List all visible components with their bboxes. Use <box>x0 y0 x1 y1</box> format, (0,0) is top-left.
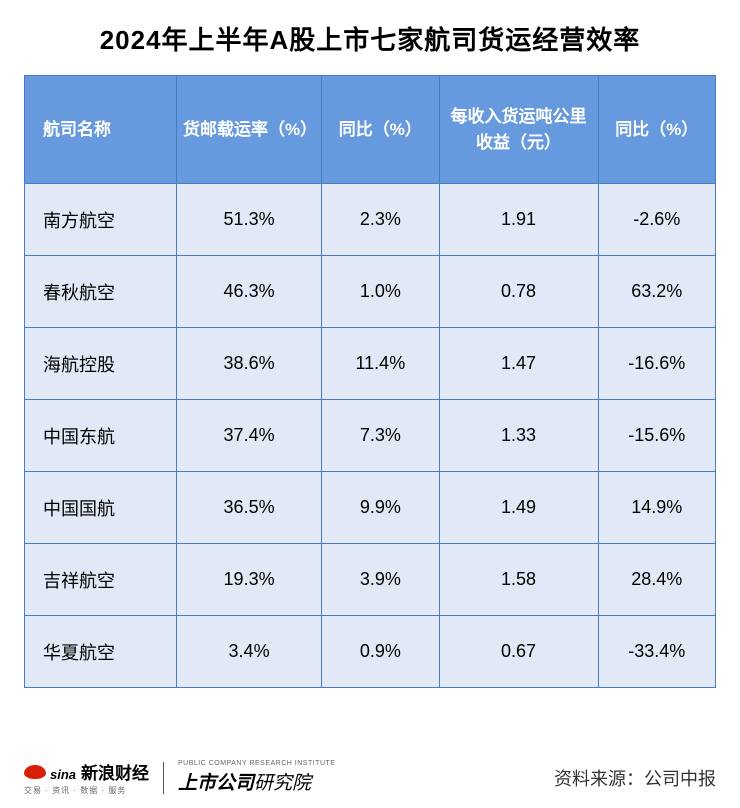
cell-rate: 51.3% <box>177 184 322 256</box>
col-header-yoy1: 同比（%） <box>322 76 439 184</box>
cell-yoy2: 14.9% <box>598 472 715 544</box>
institute-cn: 上市公司研究院 <box>178 768 335 795</box>
cell-yoy2: 63.2% <box>598 256 715 328</box>
cell-yoy1: 9.9% <box>322 472 439 544</box>
cell-yoy2: 28.4% <box>598 544 715 616</box>
cell-rate: 3.4% <box>177 616 322 688</box>
cell-rate: 36.5% <box>177 472 322 544</box>
cell-income: 1.49 <box>439 472 598 544</box>
cell-yoy1: 3.9% <box>322 544 439 616</box>
sina-tagline: 交易 · 资讯 · 数据 · 服务 <box>24 785 126 796</box>
cell-income: 0.78 <box>439 256 598 328</box>
cell-yoy1: 0.9% <box>322 616 439 688</box>
data-table: 航司名称 货邮载运率（%） 同比（%） 每收入货运吨公里收益（元） 同比（%） … <box>24 75 716 688</box>
table-row: 春秋航空46.3%1.0%0.7863.2% <box>25 256 716 328</box>
cell-yoy2: -16.6% <box>598 328 715 400</box>
table-row: 海航控股38.6%11.4%1.47-16.6% <box>25 328 716 400</box>
research-institute-logo: PUBLIC COMPANY RESEARCH INSTITUTE 上市公司研究… <box>178 760 335 795</box>
col-header-rate: 货邮载运率（%） <box>177 76 322 184</box>
institute-en: PUBLIC COMPANY RESEARCH INSTITUTE <box>178 760 335 767</box>
cell-name: 中国国航 <box>25 472 177 544</box>
cell-income: 1.91 <box>439 184 598 256</box>
cell-income: 1.47 <box>439 328 598 400</box>
cell-yoy2: -33.4% <box>598 616 715 688</box>
page-title: 2024年上半年A股上市七家航司货运经营效率 <box>24 20 716 57</box>
cell-income: 1.33 <box>439 400 598 472</box>
sina-text: sina <box>50 767 76 782</box>
table-row: 中国东航37.4%7.3%1.33-15.6% <box>25 400 716 472</box>
cell-yoy1: 2.3% <box>322 184 439 256</box>
cell-name: 中国东航 <box>25 400 177 472</box>
table-header-row: 航司名称 货邮载运率（%） 同比（%） 每收入货运吨公里收益（元） 同比（%） <box>25 76 716 184</box>
cell-name: 南方航空 <box>25 184 177 256</box>
sina-cn: 新浪财经 <box>81 759 149 784</box>
cell-rate: 19.3% <box>177 544 322 616</box>
cell-yoy1: 11.4% <box>322 328 439 400</box>
table-row: 中国国航36.5%9.9%1.4914.9% <box>25 472 716 544</box>
data-source: 资料来源：公司中报 <box>554 765 716 791</box>
cell-name: 春秋航空 <box>25 256 177 328</box>
logo-divider <box>163 762 164 794</box>
cell-name: 海航控股 <box>25 328 177 400</box>
col-header-yoy2: 同比（%） <box>598 76 715 184</box>
cell-income: 0.67 <box>439 616 598 688</box>
table-row: 吉祥航空19.3%3.9%1.5828.4% <box>25 544 716 616</box>
footer-logos: sina 新浪财经 交易 · 资讯 · 数据 · 服务 PUBLIC COMPA… <box>24 759 335 796</box>
cell-yoy2: -15.6% <box>598 400 715 472</box>
cell-yoy2: -2.6% <box>598 184 715 256</box>
col-header-name: 航司名称 <box>25 76 177 184</box>
cell-rate: 46.3% <box>177 256 322 328</box>
col-header-income: 每收入货运吨公里收益（元） <box>439 76 598 184</box>
cell-yoy1: 1.0% <box>322 256 439 328</box>
sina-finance-logo: sina 新浪财经 交易 · 资讯 · 数据 · 服务 <box>24 759 149 796</box>
cell-income: 1.58 <box>439 544 598 616</box>
cell-rate: 37.4% <box>177 400 322 472</box>
table-row: 南方航空51.3%2.3%1.91-2.6% <box>25 184 716 256</box>
cell-name: 吉祥航空 <box>25 544 177 616</box>
cell-yoy1: 7.3% <box>322 400 439 472</box>
cell-rate: 38.6% <box>177 328 322 400</box>
table-row: 华夏航空3.4%0.9%0.67-33.4% <box>25 616 716 688</box>
cell-name: 华夏航空 <box>25 616 177 688</box>
footer: sina 新浪财经 交易 · 资讯 · 数据 · 服务 PUBLIC COMPA… <box>24 759 716 796</box>
sina-eye-icon <box>24 765 46 779</box>
